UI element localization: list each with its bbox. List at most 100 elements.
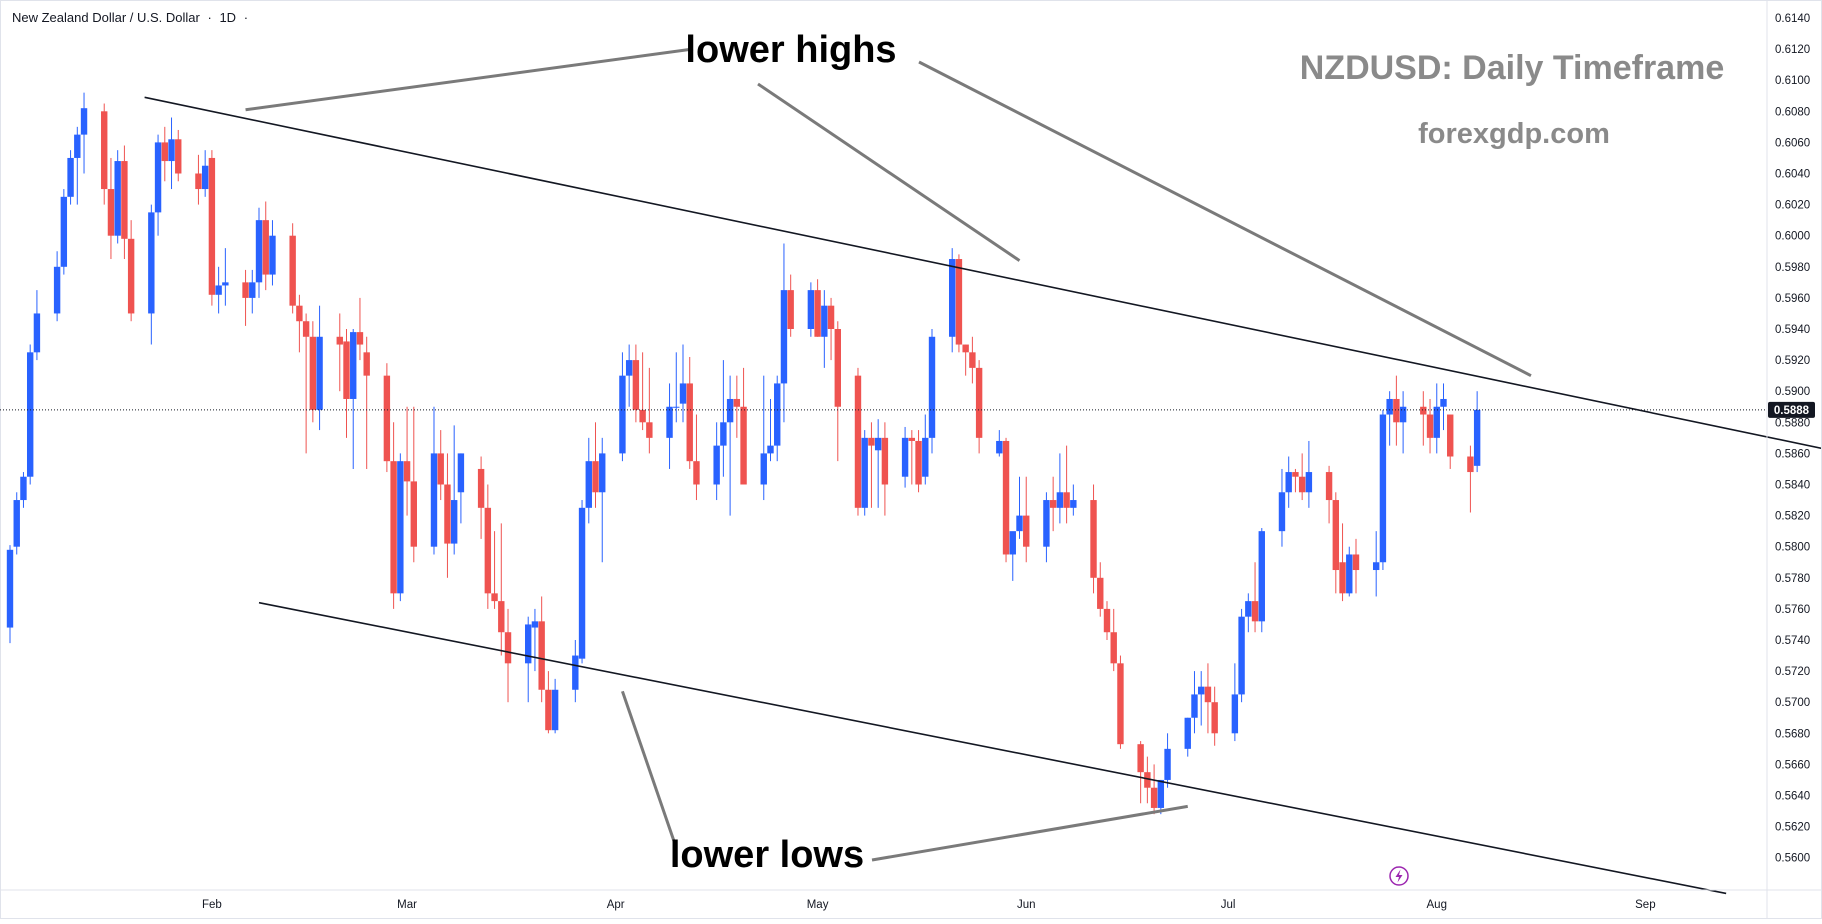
- candle: [545, 671, 552, 734]
- candle-body: [363, 352, 370, 376]
- candle-body: [114, 161, 121, 236]
- candle-body: [255, 220, 263, 283]
- candle: [780, 243, 788, 423]
- timeframe-label[interactable]: 1D: [219, 10, 237, 25]
- candle: [901, 426, 909, 488]
- candle: [437, 430, 444, 501]
- candle-body: [477, 468, 485, 508]
- trendlines-layer[interactable]: [144, 96, 1822, 895]
- candle-body: [525, 624, 532, 664]
- candle: [726, 375, 734, 516]
- y-tick-label: 0.5720: [1775, 666, 1810, 678]
- candle: [1191, 671, 1198, 734]
- candle-body: [1110, 632, 1117, 664]
- candle-body: [13, 500, 20, 547]
- candle-body: [222, 282, 229, 286]
- candle-body: [1399, 406, 1407, 423]
- candle: [6, 545, 14, 644]
- candle-body: [302, 321, 310, 337]
- candle: [881, 422, 889, 516]
- y-tick-label: 0.6020: [1775, 200, 1810, 212]
- x-tick-label: Jul: [1221, 899, 1236, 911]
- candle: [309, 321, 317, 423]
- candle: [915, 430, 922, 493]
- candle: [774, 375, 781, 462]
- candle-body: [491, 593, 498, 602]
- candle-body: [1144, 772, 1151, 788]
- candle-body: [175, 139, 182, 174]
- candle-body: [666, 406, 673, 438]
- candle-body: [201, 165, 209, 190]
- candle-body: [592, 461, 599, 493]
- candle: [1393, 375, 1400, 446]
- candle-body: [1238, 616, 1245, 695]
- symbol-name[interactable]: New Zealand Dollar / U.S. Dollar: [12, 10, 200, 25]
- candle-body: [874, 437, 882, 451]
- candle: [1049, 476, 1057, 532]
- trendline-upper[interactable]: [144, 96, 1822, 472]
- x-tick-label: Apr: [607, 899, 625, 911]
- candle-body: [1198, 686, 1205, 695]
- y-tick-label: 0.6060: [1775, 137, 1810, 149]
- candle: [767, 398, 774, 462]
- candle-body: [625, 360, 633, 376]
- candle-body: [713, 445, 720, 485]
- trendline-lower[interactable]: [258, 601, 1727, 895]
- symbol-header[interactable]: New Zealand Dollar / U.S. Dollar · 1D ·: [12, 10, 252, 25]
- alert-bolt-icon[interactable]: [1389, 866, 1409, 886]
- candle: [1346, 546, 1353, 597]
- candle-body: [646, 422, 653, 438]
- candle: [585, 437, 592, 524]
- candle: [679, 344, 687, 423]
- candle-body: [693, 461, 700, 485]
- candle-body: [1305, 472, 1313, 493]
- candle-body: [444, 484, 451, 544]
- candle: [1372, 531, 1380, 597]
- y-tick-label: 0.5860: [1775, 448, 1810, 460]
- last-price-tag[interactable]: [1768, 401, 1815, 418]
- candle: [531, 608, 539, 672]
- candle-body: [20, 476, 27, 501]
- candle: [289, 223, 296, 314]
- candle: [908, 430, 916, 485]
- candle: [484, 484, 492, 609]
- lower-highs-pointer: [757, 82, 1021, 262]
- candle: [693, 414, 700, 501]
- candle-body: [1137, 744, 1144, 773]
- candle: [114, 150, 121, 244]
- candle-body: [901, 437, 909, 477]
- header-dot: ·: [243, 10, 249, 25]
- candle-body: [962, 344, 969, 353]
- candle-body: [242, 282, 249, 298]
- candle-body: [356, 332, 364, 345]
- y-tick-label: 0.5920: [1775, 355, 1810, 367]
- candle-body: [289, 235, 296, 306]
- lower-highs-label: lower highs: [685, 29, 896, 71]
- candle-body: [1191, 694, 1198, 718]
- candle: [1467, 445, 1474, 513]
- candle: [996, 430, 1003, 457]
- candle: [1325, 465, 1333, 524]
- candle-body: [1211, 702, 1218, 734]
- candle: [296, 294, 303, 353]
- candle: [33, 290, 41, 361]
- y-tick-label: 0.5840: [1775, 480, 1810, 492]
- candle-body: [861, 437, 868, 508]
- candle-body: [269, 235, 276, 275]
- candle: [477, 456, 485, 539]
- candle: [67, 150, 74, 205]
- candle: [854, 367, 862, 516]
- y-tick-label: 0.5680: [1775, 728, 1810, 740]
- candle-body: [599, 453, 606, 493]
- candle-body: [1278, 492, 1286, 532]
- candles-layer: [6, 92, 1481, 815]
- candle-body: [33, 313, 41, 353]
- candle: [215, 266, 222, 314]
- candle-body: [868, 437, 875, 446]
- candle: [928, 329, 936, 454]
- candle-body: [975, 367, 983, 438]
- candle: [807, 282, 815, 337]
